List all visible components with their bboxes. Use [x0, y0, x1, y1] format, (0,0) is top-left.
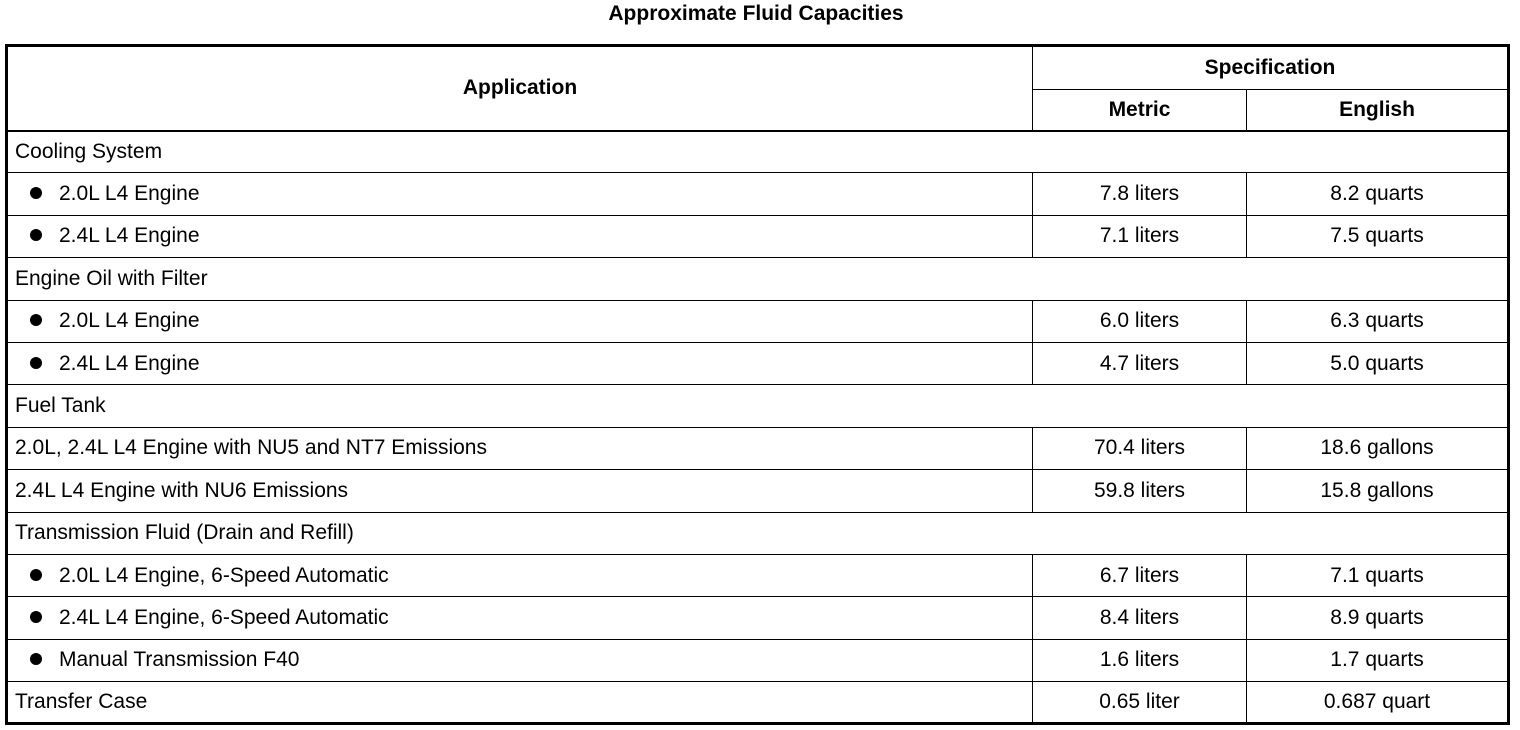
application-label: Fuel Tank [15, 394, 106, 418]
table-row: 2.4L L4 Engine, 6-Speed Automatic 8.4 lit… [6, 596, 1510, 640]
application-cell: Transfer Case [6, 681, 1033, 725]
application-cell: 2.4L L4 Engine, 6-Speed Automatic [6, 596, 1033, 640]
table-row: 2.4L L4 Engine with NU6 Emissions 59.8 li… [6, 469, 1510, 513]
application-cell: 2.4L L4 Engine with NU6 Emissions [6, 469, 1033, 513]
metric-value: 0.65 liter [1032, 681, 1247, 725]
bullet-icon [30, 653, 42, 666]
metric-value: 7.1 liters [1032, 214, 1247, 259]
metric-value: 6.7 liters [1032, 553, 1247, 598]
group-row: Transmission Fluid (Drain and Refill) [5, 511, 1510, 555]
application-cell: Engine Oil with Filter [5, 257, 1510, 301]
application-label: Engine Oil with Filter [15, 266, 208, 290]
application-label: Transfer Case [15, 690, 148, 714]
application-cell: Transmission Fluid (Drain and Refill) [5, 511, 1510, 555]
application-cell: Cooling System [5, 129, 1510, 174]
table-row: 2.0L L4 Engine 7.8 liters 8.2 quarts [6, 172, 1510, 216]
english-value: 7.1 quarts [1245, 553, 1510, 598]
metric-value: 70.4 liters [1032, 426, 1247, 471]
application-label: Cooling System [15, 139, 163, 163]
header-application: Application [6, 45, 1033, 132]
application-cell: 2.0L L4 Engine [6, 299, 1033, 343]
english-value: 8.9 quarts [1245, 596, 1510, 640]
english-value: 5.0 quarts [1245, 341, 1510, 386]
table-row: Transfer Case 0.65 liter 0.687 quart [6, 681, 1510, 725]
application-cell: 2.0L L4 Engine, 6-Speed Automatic [6, 553, 1033, 598]
application-label: 2.4L L4 Engine with NU6 Emissions [15, 478, 349, 502]
metric-value: 6.0 liters [1032, 299, 1247, 343]
english-value: 6.3 quarts [1245, 299, 1510, 343]
application-label: 2.4L L4 Engine, 6-Speed Automatic [59, 605, 389, 629]
english-value: 15.8 gallons [1245, 469, 1510, 513]
header-specification: Specification [1031, 45, 1510, 90]
application-cell: 2.4L L4 Engine [6, 214, 1033, 259]
english-value: 18.6 gallons [1245, 426, 1510, 471]
application-label: 2.4L L4 Engine [59, 351, 200, 375]
table-row: 2.0L L4 Engine 6.0 liters 6.3 quarts [6, 299, 1510, 343]
application-label: 2.0L L4 Engine, 6-Speed Automatic [59, 563, 389, 587]
bullet-icon [30, 314, 42, 327]
bullet-icon [30, 229, 42, 242]
bullet-icon [30, 356, 42, 369]
table-row: 2.4L L4 Engine 7.1 liters 7.5 quarts [6, 214, 1510, 259]
metric-value: 4.7 liters [1032, 341, 1247, 386]
table-row: Manual Transmission F40 1.6 liters 1.7 qua… [6, 638, 1510, 683]
metric-value: 1.6 liters [1032, 638, 1247, 683]
english-value: 7.5 quarts [1245, 214, 1510, 259]
metric-value: 7.8 liters [1032, 172, 1247, 216]
table-row: 2.0L L4 Engine, 6-Speed Automatic 6.7 lit… [6, 553, 1510, 598]
document-title: Approximate Fluid Capacities [608, 2, 904, 25]
bullet-icon [30, 187, 42, 200]
application-cell: Manual Transmission F40 [6, 638, 1033, 683]
table-row: 2.4L L4 Engine 4.7 liters 5.0 quarts [6, 341, 1510, 386]
application-cell: 2.0L, 2.4L L4 Engine with NU5 and NT7 Em… [6, 426, 1033, 471]
application-label: Transmission Fluid (Drain and Refill) [15, 521, 354, 545]
header-metric: Metric [1032, 89, 1247, 132]
english-value: 1.7 quarts [1245, 638, 1510, 683]
header-english: English [1245, 89, 1510, 132]
bullet-icon [30, 610, 42, 623]
application-label: 2.0L, 2.4L L4 Engine with NU5 and NT7 Em… [15, 436, 487, 460]
english-value: 0.687 quart [1245, 681, 1510, 725]
english-value: 8.2 quarts [1245, 172, 1510, 216]
metric-value: 8.4 liters [1032, 596, 1247, 640]
application-label: Manual Transmission F40 [59, 648, 300, 672]
application-label: 2.0L L4 Engine [59, 309, 200, 333]
application-label: 2.4L L4 Engine [59, 224, 200, 248]
application-cell: Fuel Tank [5, 384, 1510, 428]
bullet-icon [30, 568, 42, 581]
fluid-capacities-table: Application Specification Metric English… [5, 44, 1511, 726]
metric-value: 59.8 liters [1032, 469, 1247, 513]
group-row: Fuel Tank [5, 384, 1510, 428]
group-row: Engine Oil with Filter [5, 257, 1510, 301]
application-cell: 2.4L L4 Engine [6, 341, 1033, 386]
application-cell: 2.0L L4 Engine [6, 172, 1033, 216]
group-row: Cooling System [5, 129, 1510, 174]
table-row: 2.0L, 2.4L L4 Engine with NU5 and NT7 Em… [6, 426, 1510, 471]
application-label: 2.0L L4 Engine [59, 182, 200, 206]
